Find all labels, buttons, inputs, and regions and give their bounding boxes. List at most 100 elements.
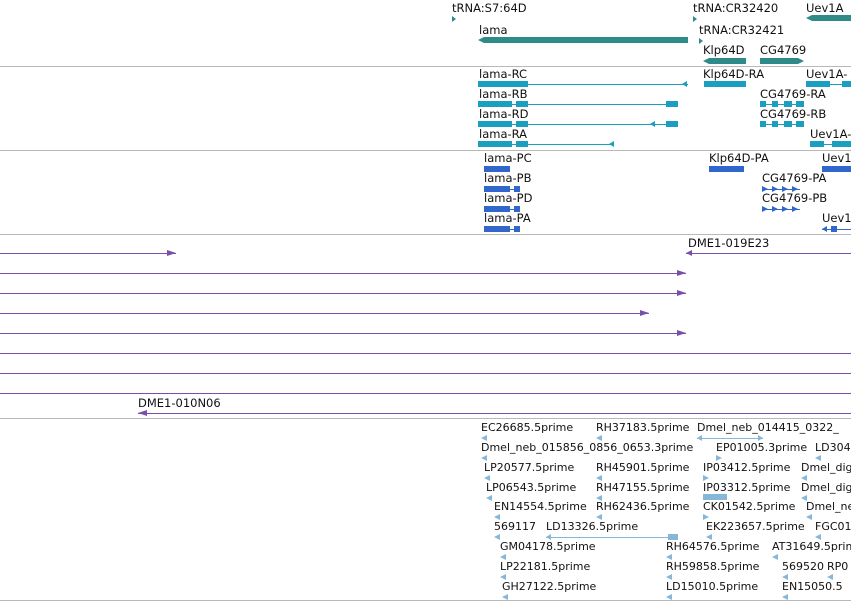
est-feature[interactable] <box>697 435 763 441</box>
bac-feature-row-3[interactable] <box>0 290 686 296</box>
est-label: RH64576.5prime <box>666 540 760 553</box>
est-label: LD13326.5prime <box>546 520 639 533</box>
est-feature[interactable] <box>806 514 812 520</box>
est-feature[interactable] <box>502 594 508 600</box>
bac-feature-dme1-019e23[interactable] <box>686 250 851 256</box>
gene-label: Uev1A <box>806 1 844 15</box>
est-feature[interactable] <box>703 514 709 520</box>
protein-feature-cg4769-pb[interactable] <box>762 206 800 212</box>
est-feature[interactable] <box>494 534 500 540</box>
est-feature[interactable] <box>484 475 490 481</box>
transcript-feature-cg4769-rb[interactable] <box>760 121 804 127</box>
est-feature[interactable] <box>666 554 672 560</box>
bac-feature-row-4[interactable] <box>0 310 649 316</box>
est-label: LD15010.5prime <box>666 580 759 593</box>
bac-feature-row-5[interactable] <box>0 330 686 336</box>
est-label: RH59858.5prime <box>666 560 760 573</box>
est-label: LP20577.5prime <box>484 461 575 474</box>
transcript-feature-uev1a-b[interactable] <box>810 141 851 147</box>
transcript-label: CG4769-RB <box>760 107 827 121</box>
bac-feature-row-6[interactable] <box>0 353 851 354</box>
est-feature[interactable] <box>706 534 712 540</box>
transcript-feature-lama-rb[interactable] <box>478 101 678 107</box>
gene-feature-trna-cr32421[interactable] <box>699 38 703 44</box>
bac-feature-row-2[interactable] <box>0 270 686 276</box>
gene-feature-trna-cr32420[interactable] <box>693 16 697 22</box>
bac-feature-row-8[interactable] <box>0 393 851 394</box>
protein-feature-cg4769-pa[interactable] <box>762 186 800 192</box>
est-feature[interactable] <box>596 475 602 481</box>
transcript-feature-lama-rc[interactable] <box>478 81 688 87</box>
est-label: Dmel_dig <box>801 461 851 474</box>
track-divider <box>0 150 851 151</box>
est-feature[interactable] <box>815 455 821 461</box>
transcript-label: lama-RA <box>479 127 528 141</box>
est-label: GH27122.5prime <box>502 580 597 593</box>
est-feature[interactable] <box>546 534 678 540</box>
est-label: LP06543.5prime <box>486 481 577 494</box>
bac-feature-row-7[interactable] <box>0 373 851 374</box>
est-feature[interactable] <box>666 594 672 600</box>
est-label: GM04178.5prime <box>500 540 596 553</box>
gene-feature-klp64d[interactable] <box>709 58 746 64</box>
bac-label: DME1-019E23 <box>688 236 770 250</box>
est-feature[interactable] <box>703 475 709 481</box>
est-label: CK01542.5prime <box>703 500 796 513</box>
protein-feature-klp64d-pa[interactable] <box>709 166 744 172</box>
est-feature[interactable] <box>827 574 833 580</box>
bac-feature-row-1[interactable] <box>0 250 176 256</box>
est-feature[interactable] <box>782 594 788 600</box>
est-feature[interactable] <box>596 435 602 441</box>
transcript-feature-cg4769-ra[interactable] <box>760 101 804 107</box>
est-feature[interactable] <box>481 455 487 461</box>
est-label: EP01005.3prime <box>716 441 808 454</box>
protein-feature-lama-pd[interactable] <box>484 206 520 212</box>
est-feature[interactable] <box>772 554 778 560</box>
gene-feature-cg4769[interactable] <box>760 58 798 64</box>
gene-feature-lama[interactable] <box>484 37 688 43</box>
est-label: EK223657.5prime <box>706 520 805 533</box>
protein-feature-lama-pb[interactable] <box>484 186 520 192</box>
est-label: RH45901.5prime <box>596 461 690 474</box>
est-feature[interactable] <box>486 495 492 501</box>
protein-feature-uev1-a[interactable] <box>822 166 851 172</box>
est-label: IP03312.5prime <box>703 481 791 494</box>
est-feature[interactable] <box>782 574 788 580</box>
transcript-label: lama-RC <box>479 67 528 81</box>
track-divider <box>0 66 851 67</box>
transcript-feature-lama-ra[interactable] <box>478 141 614 147</box>
gene-label: lama <box>479 23 508 37</box>
gene-feature-uev1a[interactable] <box>812 15 851 21</box>
protein-feature-uev1-b[interactable] <box>822 226 851 232</box>
gene-feature-trna-s7-64d[interactable] <box>452 16 456 22</box>
est-label: EC26685.5prime <box>481 421 574 434</box>
transcript-label: Uev1A- <box>806 67 848 81</box>
est-feature[interactable] <box>815 534 821 540</box>
transcript-label: Klp64D-RA <box>703 67 765 81</box>
gene-feature-uev1a-arrow <box>806 15 812 21</box>
est-feature[interactable] <box>801 475 807 481</box>
gene-feature-klp64d-arrow <box>703 58 709 64</box>
protein-feature-lama-pa[interactable] <box>484 226 520 232</box>
bac-feature-dme1-010n06[interactable] <box>138 410 851 416</box>
est-feature[interactable] <box>481 435 487 441</box>
transcript-label: lama-RB <box>479 87 528 101</box>
transcript-feature-klp64d-ra[interactable] <box>704 81 746 87</box>
transcript-feature-uev1a-a[interactable] <box>806 81 851 87</box>
est-feature[interactable] <box>596 514 602 520</box>
est-feature[interactable] <box>494 514 500 520</box>
protein-label: lama-PB <box>484 171 532 185</box>
est-feature[interactable] <box>596 495 602 501</box>
est-label: FGC01 <box>815 520 851 533</box>
est-feature[interactable] <box>500 554 506 560</box>
est-feature[interactable] <box>703 494 727 500</box>
est-feature[interactable] <box>666 574 672 580</box>
protein-feature-lama-pc[interactable] <box>484 166 510 172</box>
est-feature[interactable] <box>500 574 506 580</box>
est-label: Dmel_neb_014415_0322_ <box>697 421 839 434</box>
protein-label: lama-PC <box>484 151 532 165</box>
protein-label: lama-PA <box>484 211 531 225</box>
transcript-feature-lama-rd[interactable] <box>478 121 678 127</box>
est-feature[interactable] <box>716 455 722 461</box>
est-feature[interactable] <box>801 495 807 501</box>
